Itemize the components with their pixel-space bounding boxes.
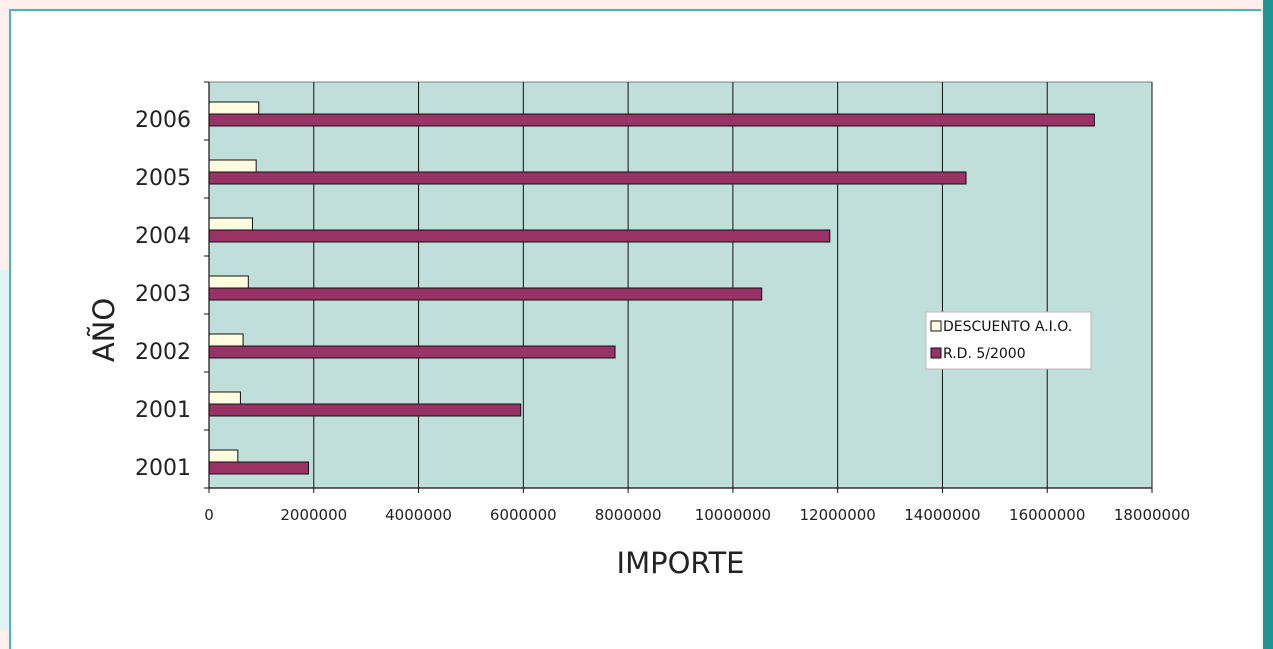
bar-rd: [208, 345, 616, 359]
x-tick-label: 8000000: [595, 506, 662, 524]
y-tick-label: 2005: [135, 166, 191, 191]
bar-descuento: [208, 449, 239, 463]
bar-descuento: [208, 101, 260, 115]
right-accent-strip: [1263, 0, 1273, 649]
bar-rd: [208, 229, 831, 243]
legend-swatch-descuento: [930, 320, 942, 332]
bar-rd: [208, 113, 1095, 127]
legend-label-rd: R.D. 5/2000: [943, 346, 1026, 362]
x-tick-label: 6000000: [490, 506, 557, 524]
plot-background: [208, 81, 1153, 489]
x-tick-label: 18000000: [1114, 506, 1190, 524]
plot-area: [208, 81, 1153, 489]
x-tick-label: 10000000: [695, 506, 771, 524]
y-tick-label: 2003: [135, 282, 191, 307]
y-tick-label: 2001: [135, 398, 191, 423]
legend: DESCUENTO A.I.O. R.D. 5/2000: [925, 311, 1092, 370]
bar-descuento: [208, 275, 249, 289]
y-tick-label: 2006: [135, 108, 191, 133]
bar-rd: [208, 171, 967, 185]
x-axis-title: IMPORTE: [617, 546, 745, 580]
y-tick-label: 2004: [135, 224, 191, 249]
bar-descuento: [208, 159, 257, 173]
x-tick-label: 16000000: [1009, 506, 1085, 524]
left-accent-strip: [0, 270, 10, 630]
x-tick-label: 4000000: [385, 506, 452, 524]
axes: 0 2000000 4000000 6000000 8000000 10000000 120…: [135, 81, 1190, 524]
grid-lines: [313, 82, 1153, 488]
x-tick-label: 12000000: [799, 506, 875, 524]
x-tick-label: 2000000: [280, 506, 347, 524]
x-tick-label: 14000000: [904, 506, 980, 524]
x-tick-label: 0: [204, 506, 214, 524]
bar-descuento: [208, 333, 244, 347]
legend-box: [925, 311, 1092, 370]
bar-descuento: [208, 391, 241, 405]
legend-swatch-rd: [930, 347, 942, 359]
bar-rd: [208, 287, 763, 301]
y-tick-label: 2002: [135, 340, 191, 365]
y-axis-title: AÑO: [87, 298, 121, 362]
bars: [208, 101, 1095, 475]
bar-descuento: [208, 217, 253, 231]
bar-rd: [208, 461, 310, 475]
y-tick-label: 2001: [135, 456, 191, 481]
bar-rd: [208, 403, 522, 417]
legend-label-descuento: DESCUENTO A.I.O.: [943, 319, 1072, 335]
